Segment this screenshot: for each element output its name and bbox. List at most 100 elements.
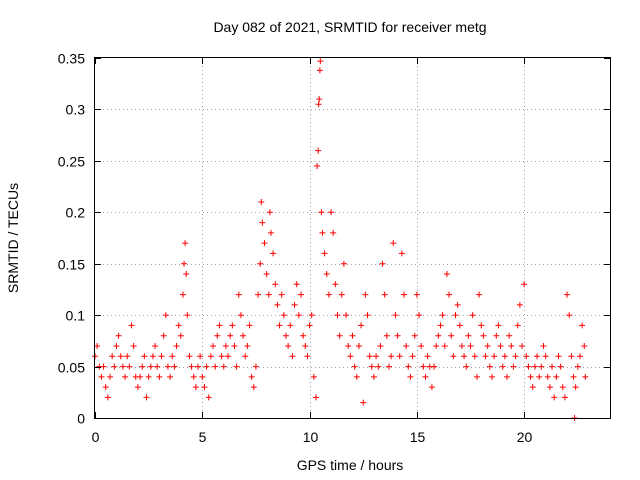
data-point: [111, 363, 118, 370]
data-point: [549, 363, 556, 370]
data-point: [446, 291, 453, 298]
data-point: [407, 373, 414, 380]
data-point: [536, 373, 543, 380]
data-point: [433, 343, 440, 349]
data-point: [156, 373, 163, 380]
data-point: [225, 353, 232, 360]
data-point: [160, 332, 167, 339]
data-point: [345, 343, 352, 349]
data-point: [510, 363, 517, 370]
data-point: [486, 363, 493, 370]
data-point: [542, 353, 549, 360]
data-point: [109, 353, 116, 360]
data-point: [139, 363, 146, 370]
data-point: [190, 373, 197, 380]
data-point: [218, 353, 225, 360]
data-point: [437, 322, 444, 329]
data-point: [94, 343, 101, 349]
data-point: [385, 363, 392, 370]
data-point: [143, 394, 150, 401]
data-point: [551, 394, 558, 401]
data-point: [431, 363, 438, 370]
y-tick-label: 0.25: [58, 154, 85, 170]
data-point: [561, 394, 568, 401]
data-point: [377, 343, 384, 349]
data-point: [315, 101, 322, 108]
data-point: [480, 332, 487, 339]
data-point: [576, 353, 583, 360]
data-point: [113, 343, 120, 349]
data-point: [306, 322, 313, 329]
data-point: [343, 312, 350, 319]
data-point: [568, 353, 575, 360]
data-point: [122, 373, 129, 380]
data-point: [538, 363, 545, 370]
data-point: [450, 353, 457, 360]
data-point: [555, 353, 562, 360]
data-point: [574, 363, 581, 370]
data-point: [207, 353, 214, 360]
data-point: [152, 343, 159, 349]
data-point: [316, 67, 323, 74]
y-axis-label: SRMTID / TECUs: [5, 183, 21, 293]
data-point: [252, 363, 259, 370]
data-point: [353, 373, 360, 380]
data-point: [265, 291, 272, 298]
data-point: [370, 373, 377, 380]
data-point: [128, 322, 135, 329]
data-point: [263, 271, 270, 277]
data-point: [553, 373, 560, 380]
data-point: [266, 209, 273, 216]
data-point: [102, 384, 109, 391]
data-point: [424, 353, 431, 360]
data-point: [246, 322, 253, 329]
data-point: [506, 332, 513, 339]
data-point: [521, 281, 528, 288]
data-point: [527, 373, 534, 380]
x-tick-label: 15: [410, 429, 426, 445]
data-point: [119, 363, 126, 370]
data-point: [321, 250, 328, 257]
data-point: [390, 240, 397, 247]
data-point: [212, 363, 219, 370]
x-axis-label: GPS time / hours: [297, 457, 404, 473]
data-point: [205, 394, 212, 401]
data-point: [220, 363, 227, 370]
data-point: [173, 343, 180, 349]
data-point: [210, 343, 217, 349]
data-point: [349, 332, 356, 339]
data-point: [242, 353, 249, 360]
data-point: [250, 384, 257, 391]
data-point: [285, 343, 292, 349]
data-point: [300, 332, 307, 339]
data-point: [531, 363, 538, 370]
data-point: [495, 322, 502, 329]
axis-ticks: [95, 58, 610, 419]
data-point: [418, 343, 425, 349]
data-point: [373, 353, 380, 360]
data-point: [233, 363, 240, 370]
data-point: [512, 353, 519, 360]
data-point: [259, 219, 266, 226]
data-point: [478, 322, 485, 329]
data-point: [388, 353, 395, 360]
data-point: [540, 343, 547, 349]
data-point: [276, 322, 283, 329]
data-point: [476, 291, 483, 298]
data-point: [420, 363, 427, 370]
data-point: [175, 322, 182, 329]
data-point: [401, 291, 407, 298]
data-point: [525, 363, 532, 370]
tick-labels: 0 5 10 15 20 0 0.05 0.1 0.15 0.2 0.25 0.3 0.35: [58, 51, 533, 446]
data-point: [222, 343, 229, 349]
data-point: [261, 240, 268, 247]
data-point: [508, 343, 515, 349]
data-point: [184, 312, 191, 319]
data-point: [186, 353, 193, 360]
data-point: [117, 353, 124, 360]
data-point: [467, 343, 474, 349]
data-point: [405, 363, 412, 370]
data-point: [295, 312, 302, 319]
data-point: [304, 353, 311, 360]
data-point: [318, 209, 325, 216]
